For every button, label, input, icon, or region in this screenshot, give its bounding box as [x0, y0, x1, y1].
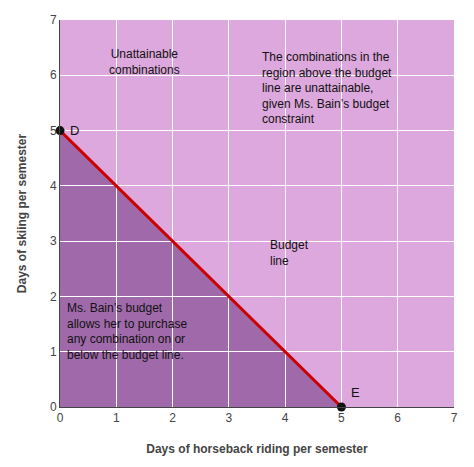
svg-text:Ms. Bain’s budgetallows her to: Ms. Bain’s budgetallows her to purchasea…	[67, 301, 187, 362]
svg-text:4: 4	[282, 411, 289, 425]
svg-text:3: 3	[226, 411, 233, 425]
svg-text:6: 6	[394, 411, 401, 425]
svg-text:5: 5	[50, 124, 57, 138]
svg-text:D: D	[70, 123, 79, 138]
svg-text:2: 2	[169, 411, 176, 425]
svg-text:4: 4	[50, 179, 57, 193]
svg-text:0: 0	[57, 411, 64, 425]
svg-text:1: 1	[113, 411, 120, 425]
svg-text:Budgetline: Budgetline	[270, 238, 309, 268]
svg-text:7: 7	[451, 411, 458, 425]
svg-text:The combinations in theregion: The combinations in theregion above the …	[262, 50, 392, 126]
svg-text:6: 6	[50, 68, 57, 82]
svg-text:0: 0	[50, 400, 57, 414]
svg-text:5: 5	[338, 411, 345, 425]
svg-text:7: 7	[50, 13, 57, 27]
svg-text:Unattainablecombinations: Unattainablecombinations	[109, 47, 180, 77]
svg-text:1: 1	[50, 345, 57, 359]
svg-text:Days of horseback riding per s: Days of horseback riding per semester	[146, 442, 368, 456]
svg-text:Days of skiing per semester: Days of skiing per semester	[15, 133, 29, 293]
svg-text:2: 2	[50, 290, 57, 304]
svg-text:3: 3	[50, 234, 57, 248]
svg-text:E: E	[351, 385, 360, 400]
